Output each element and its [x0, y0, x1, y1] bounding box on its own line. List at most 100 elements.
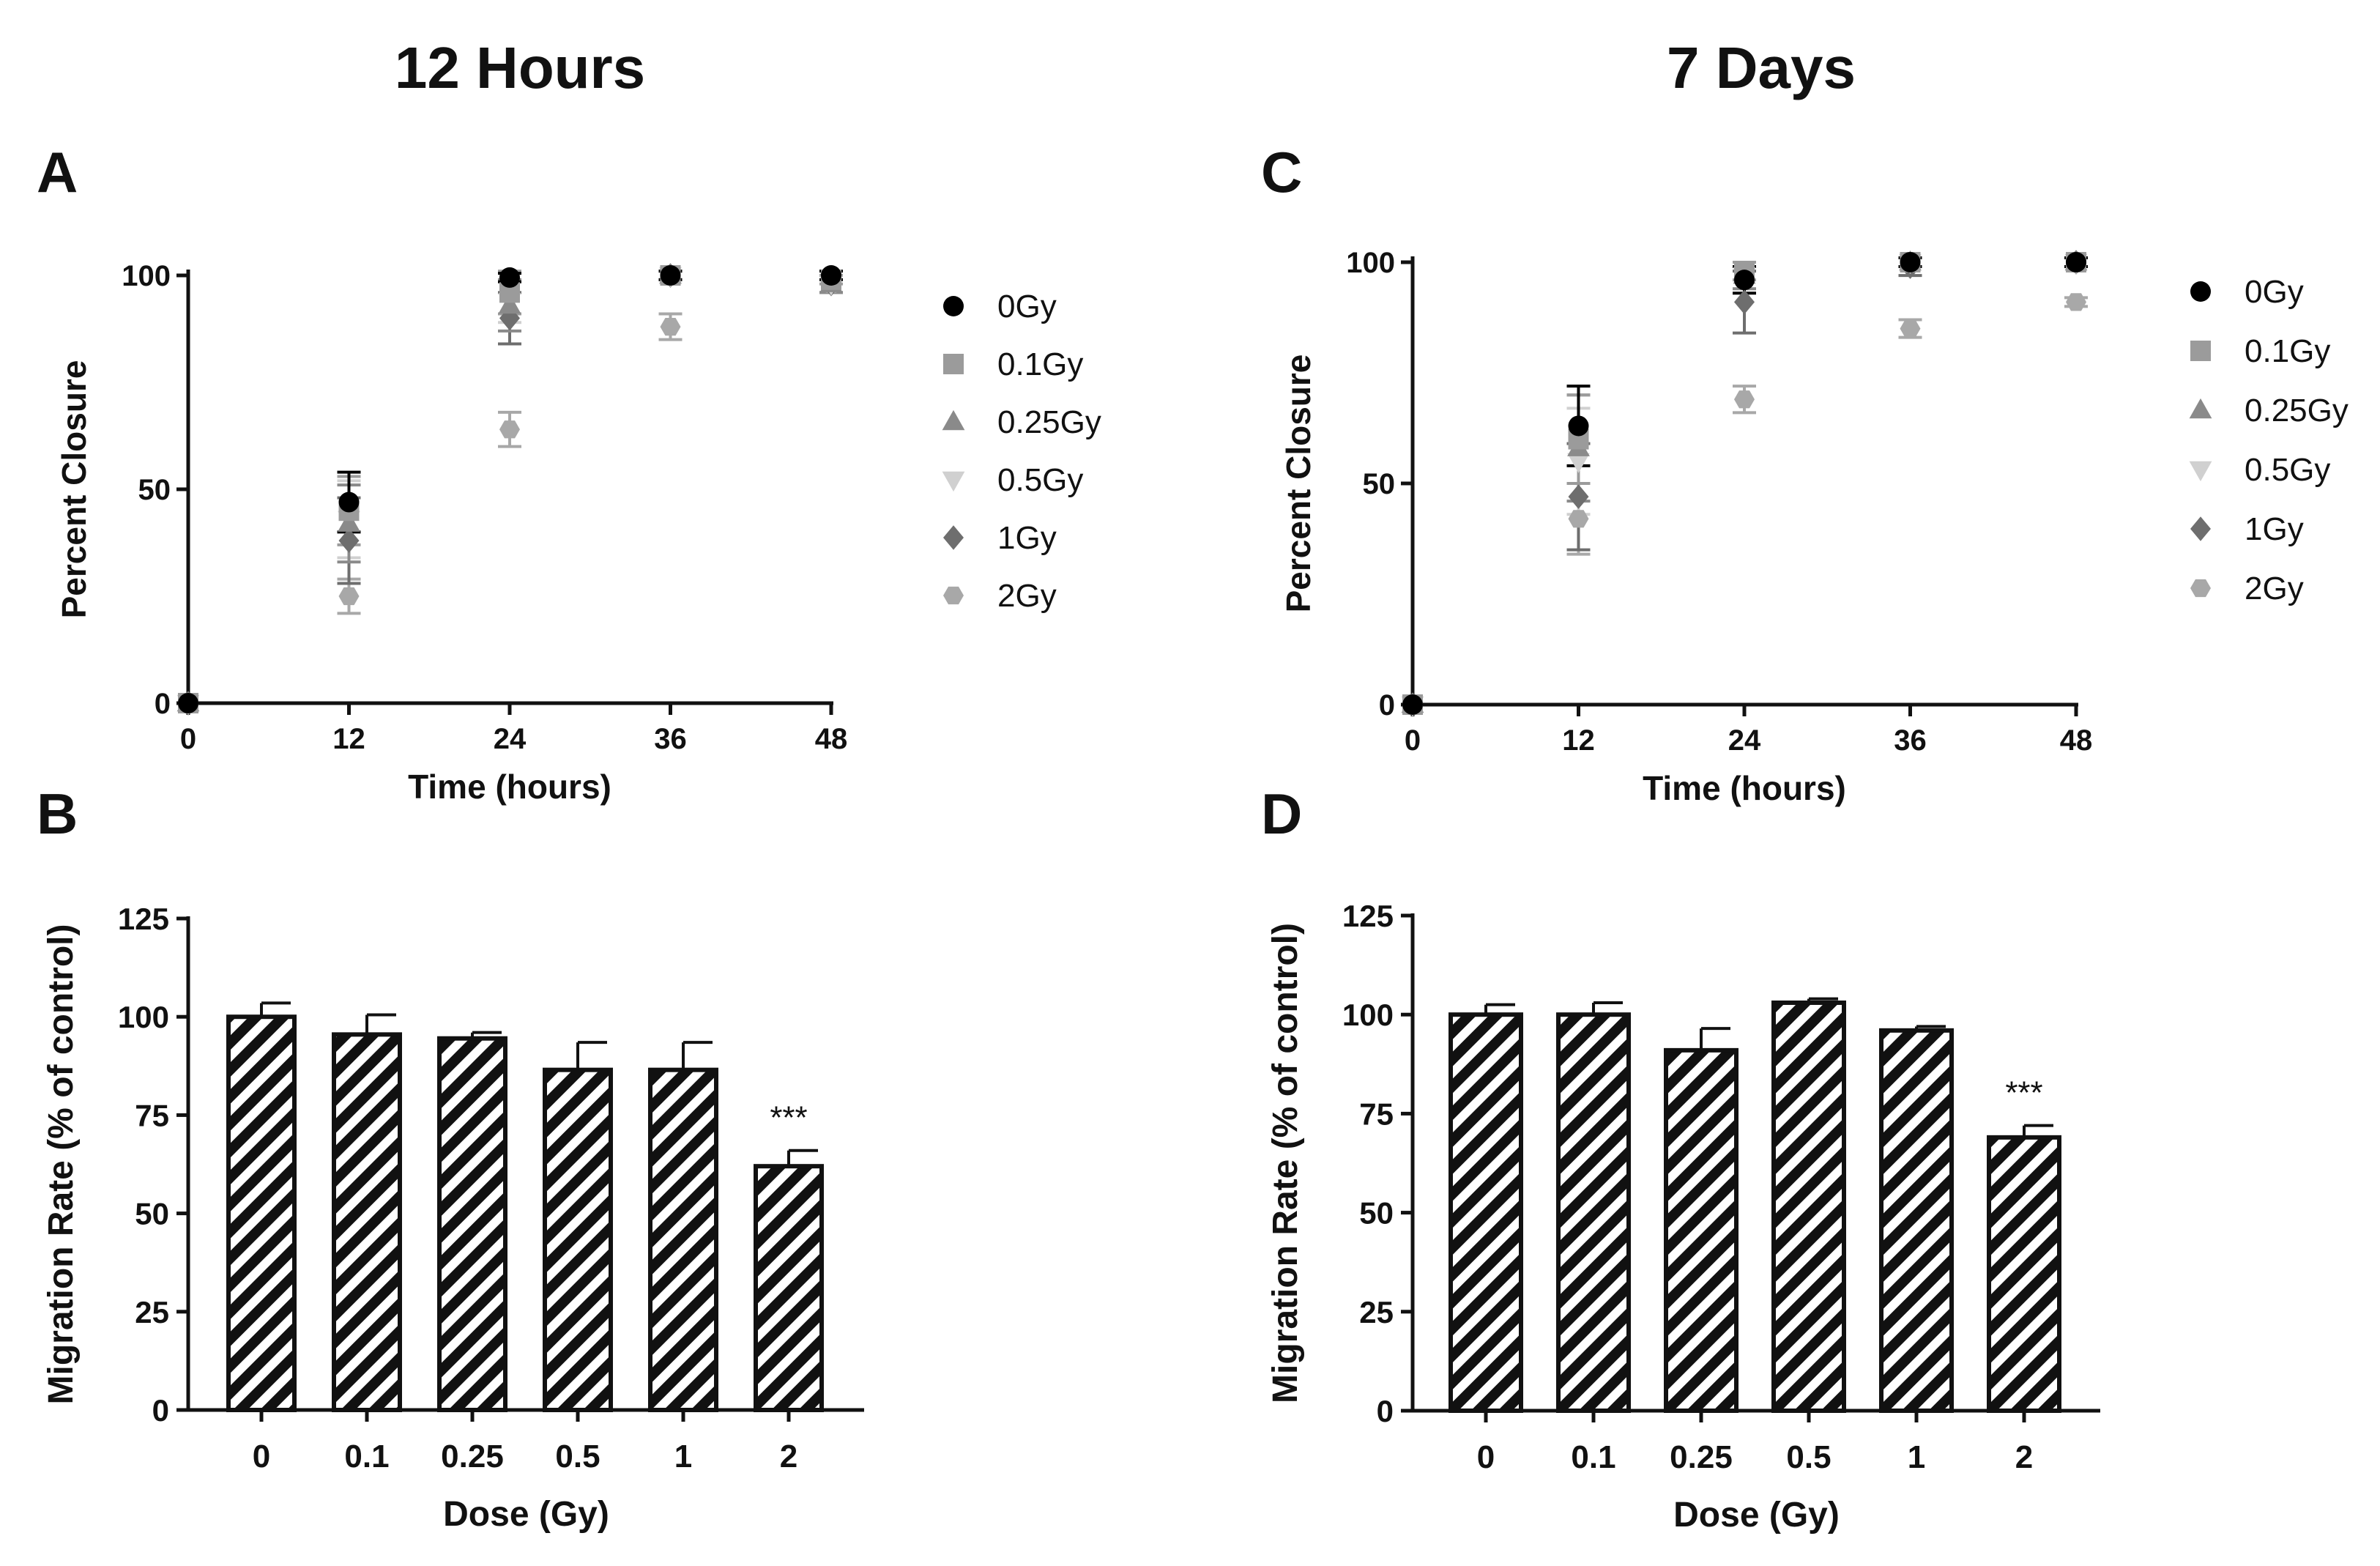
bar: [1771, 1000, 1846, 1413]
data-point: [1402, 694, 1423, 715]
legend-label: 0.1Gy: [2245, 333, 2330, 369]
legend-label: 1Gy: [997, 520, 1057, 556]
bar: [332, 1032, 402, 1412]
data-point: [2066, 252, 2086, 272]
data-point: [338, 511, 360, 532]
y-axis-label: Percent Closure: [1279, 355, 1317, 613]
legend-marker: [942, 409, 965, 431]
bar: [1556, 1012, 1631, 1413]
legend-marker: [2189, 398, 2212, 419]
x-axis-label: Dose (Gy): [1673, 1496, 1840, 1535]
legend-label: 1Gy: [2245, 511, 2304, 547]
x-tick-label: 1: [674, 1439, 692, 1474]
significance-annotation: ***: [2005, 1075, 2042, 1111]
y-tick-label: 25: [135, 1295, 169, 1329]
legend-label: 2Gy: [997, 578, 1057, 614]
x-tick-label: 24: [1728, 724, 1761, 757]
bar: [1987, 1135, 2061, 1414]
data-point: [821, 265, 841, 286]
legend-marker: [942, 471, 965, 492]
x-tick-label: 0.25: [1670, 1439, 1733, 1475]
y-tick-label: 75: [135, 1098, 169, 1132]
data-point: [1734, 289, 1755, 315]
panel-letter-a: A: [37, 140, 78, 204]
data-point: [660, 318, 681, 336]
legend-marker: [2190, 341, 2211, 361]
y-tick-label: 100: [1346, 247, 1395, 279]
x-tick-label: 36: [654, 723, 687, 755]
x-tick-label: 12: [332, 723, 365, 755]
x-tick-label: 1: [1908, 1439, 1925, 1475]
data-point: [178, 693, 198, 713]
y-tick-label: 50: [138, 474, 171, 506]
legend-label: 0.25Gy: [997, 404, 1101, 440]
x-tick-label: 24: [494, 723, 527, 755]
data-point: [498, 293, 521, 314]
legend-label: 0.5Gy: [2245, 452, 2330, 488]
data-point: [338, 587, 360, 606]
y-tick-label: 100: [122, 260, 171, 292]
data-point: [1900, 252, 1921, 272]
legend-marker: [2190, 579, 2211, 598]
data-point: [499, 420, 520, 439]
x-tick-label: 0.5: [1786, 1439, 1831, 1475]
legend-marker: [943, 354, 964, 374]
x-tick-label: 36: [1894, 724, 1927, 757]
y-axis-label: Migration Rate (% of control): [42, 924, 81, 1405]
x-tick-label: 0.5: [555, 1439, 600, 1474]
x-tick-label: 0.1: [344, 1439, 389, 1474]
data-point: [1567, 453, 1590, 473]
data-point: [660, 265, 681, 286]
panel-a-scatter: 0 50 100 0 12 24 36 48 Time (hours) Percent Closu…: [55, 260, 1101, 806]
panel-d-bar-chart: 0 25 50 75 100 125 0 0.1 0.25 0.5 1 2 *** Dose (Gy) Mi…: [1266, 899, 2100, 1535]
x-tick-label: 0.1: [1571, 1439, 1615, 1475]
data-point: [499, 267, 520, 288]
bar: [648, 1067, 718, 1412]
data-point: [338, 491, 360, 513]
y-axis-label: Percent Closure: [55, 360, 93, 619]
legend-marker: [943, 586, 964, 605]
x-tick-label: 0: [180, 723, 196, 755]
y-tick-label: 100: [1342, 998, 1394, 1032]
y-tick-label: 50: [1359, 1196, 1394, 1231]
data-point: [1734, 390, 1755, 409]
y-tick-label: 100: [118, 1000, 169, 1034]
legend-marker: [2190, 516, 2211, 541]
x-axis-label: Time (hours): [408, 768, 611, 806]
column-title-7-days: 7 Days: [1667, 35, 1856, 100]
data-point: [1568, 415, 1589, 437]
bar: [1664, 1047, 1738, 1413]
panel-c-scatter: 0 50 100 0 12 24 36 48 Time (hours) Percent Closu…: [1279, 247, 2349, 807]
legend-marker: [943, 296, 964, 316]
significance-annotation: ***: [770, 1100, 807, 1136]
bar: [754, 1164, 824, 1412]
panel-letter-d: D: [1261, 782, 1302, 846]
bar: [1449, 1012, 1523, 1413]
legend-label: 2Gy: [2245, 571, 2304, 606]
y-tick-label: 125: [118, 902, 169, 936]
x-tick-label: 12: [1562, 724, 1595, 757]
x-tick-label: 0: [253, 1439, 270, 1474]
legend-label: 0Gy: [2245, 274, 2304, 310]
bar: [437, 1036, 507, 1412]
panel-b-bar-chart: 0 25 50 75 100 125 0 0.1 0.25 0.5 1 2 *** Dose (Gy) Mi…: [42, 902, 864, 1534]
bar: [543, 1067, 613, 1412]
x-tick-label: 2: [780, 1439, 797, 1474]
y-tick-label: 25: [1359, 1295, 1394, 1329]
data-point: [1568, 484, 1589, 509]
y-tick-label: 125: [1342, 899, 1394, 933]
data-point: [1568, 510, 1589, 528]
bar: [1879, 1028, 1954, 1414]
data-point: [2066, 293, 2086, 311]
y-tick-label: 50: [1363, 468, 1396, 500]
data-point: [1900, 319, 1921, 338]
y-tick-label: 50: [135, 1197, 169, 1231]
data-point: [338, 528, 360, 553]
legend-label: 0.1Gy: [997, 346, 1083, 382]
y-tick-label: 75: [1359, 1096, 1394, 1131]
legend-label: 0Gy: [997, 289, 1057, 324]
x-axis-label: Dose (Gy): [443, 1495, 609, 1534]
legend-label: 0.5Gy: [997, 462, 1083, 498]
x-tick-label: 48: [2060, 724, 2093, 757]
